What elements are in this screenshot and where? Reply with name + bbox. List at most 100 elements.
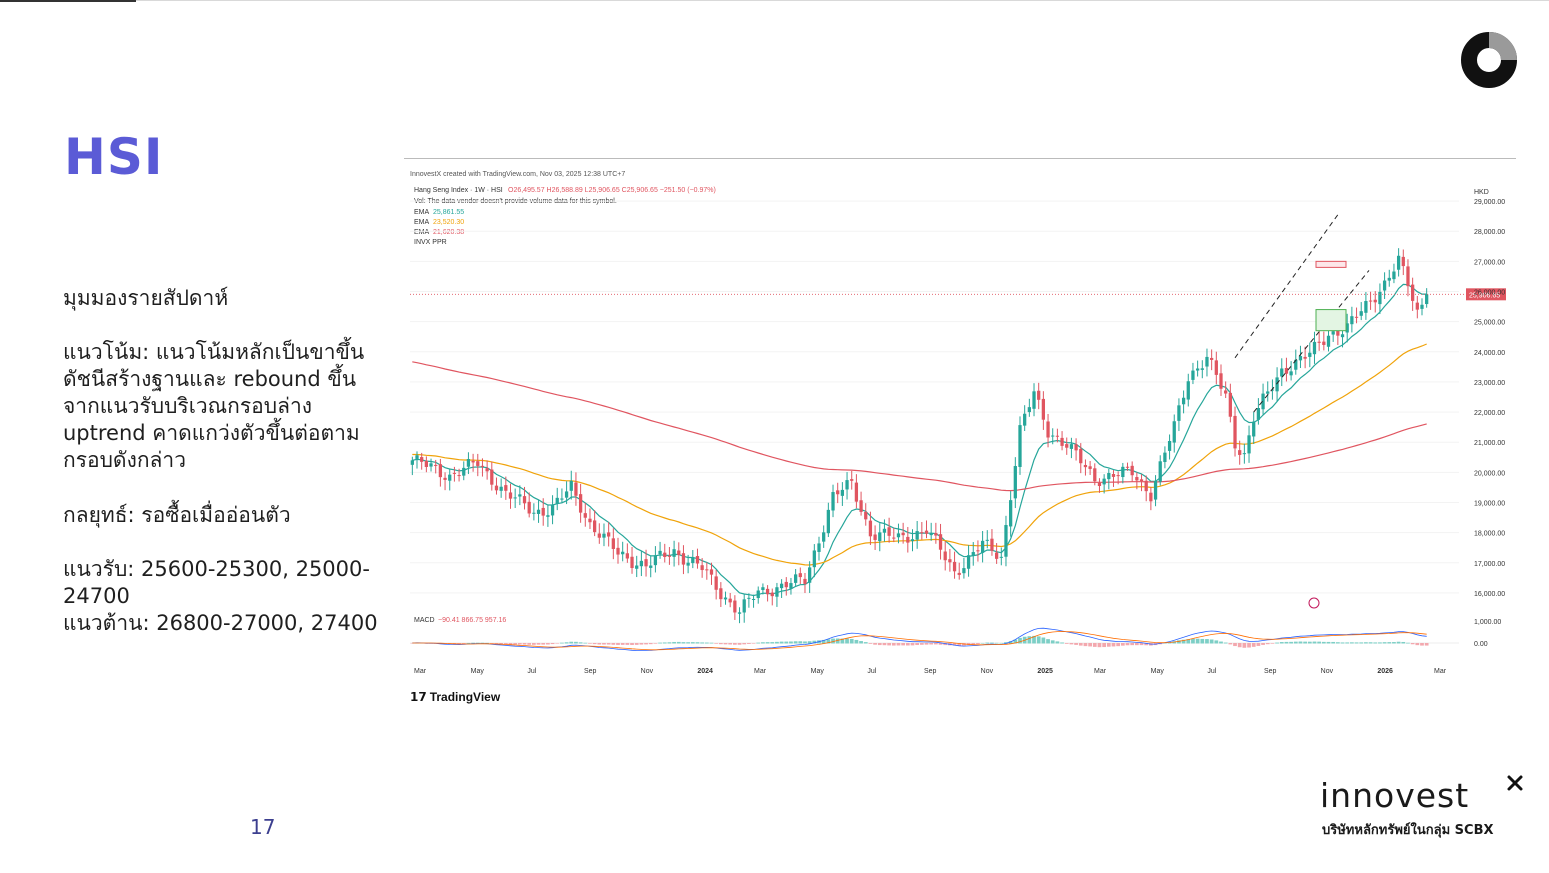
candle-body [518, 494, 522, 497]
macd-hist-bar [1200, 638, 1205, 644]
candle-body [1368, 300, 1373, 302]
macd-hist-bar [999, 642, 1004, 644]
y-tick-label: 26,000.00 [1474, 290, 1505, 297]
ema-2-label: EMA [414, 219, 430, 226]
page-title: HSI [64, 128, 164, 186]
candle-body [742, 599, 746, 613]
candle-body [1280, 368, 1284, 377]
candle-body [607, 532, 611, 537]
macd-hist-bar [1233, 643, 1237, 647]
macd-hist-bar [672, 641, 676, 644]
candle-body [817, 543, 821, 552]
candle-body [1153, 480, 1158, 500]
candle-body [1065, 444, 1069, 448]
macd-hist-bar [536, 643, 541, 645]
macd-hist-bar [1284, 641, 1289, 644]
candle-body [934, 533, 938, 536]
candle-body [1238, 450, 1242, 455]
candle-body [765, 588, 770, 595]
candle-body [1135, 477, 1139, 481]
macd-hist-bar [1027, 636, 1032, 644]
candle-body [611, 538, 615, 549]
macd-hist-bar [1186, 639, 1191, 644]
macd-hist-bar [709, 642, 714, 644]
macd-hist-bar [602, 643, 606, 645]
candle-body [1069, 444, 1074, 449]
y-tick-label: 27,000.00 [1474, 259, 1505, 266]
macd-hist-bar [1177, 640, 1181, 644]
candle-body [1396, 255, 1401, 270]
candle-body [990, 538, 994, 551]
macd-hist-bar [588, 643, 592, 644]
candle-body [1275, 377, 1279, 392]
macd-hist-bar [1144, 643, 1149, 646]
macd-hist-bar [770, 642, 775, 644]
strategy-paragraph: กลยุทธ์: รอซื้อเมื่ออ่อนตัว [63, 503, 291, 527]
macd-hist-bar [1265, 643, 1270, 645]
candle-body [775, 587, 779, 597]
candle-body [578, 494, 583, 513]
candle-body [639, 560, 644, 567]
macd-hist-bar [1064, 643, 1069, 644]
candle-body [1401, 256, 1405, 267]
candle-body [1018, 425, 1022, 467]
macd-hist-bar [1050, 640, 1055, 644]
candle-body [901, 532, 905, 536]
indicator-label: INVX PPR [414, 239, 447, 246]
candle-body [859, 500, 863, 512]
candle-body [677, 550, 681, 556]
y-tick-label: 20,000.00 [1474, 470, 1505, 477]
macd-hist-bar [789, 641, 793, 644]
macd-hist-bar [1163, 642, 1167, 644]
macd-hist-bar [868, 643, 873, 644]
candle-body [1158, 461, 1162, 482]
macd-hist-bar [1354, 642, 1359, 644]
macd-hist-bar [1088, 643, 1092, 647]
candle-body [1107, 473, 1111, 480]
macd-hist-bar [1289, 641, 1293, 644]
macd-hist-bar [1139, 643, 1144, 646]
candle-body [789, 583, 793, 589]
macd-hist-bar [877, 643, 882, 646]
x-tick-label: Mar [1434, 668, 1447, 675]
y-tick-label: 21,000.00 [1474, 440, 1505, 447]
ema-line-2 [412, 343, 1427, 566]
candle-body [770, 592, 774, 597]
candle-body [705, 569, 709, 571]
macd-hist-bar [952, 643, 957, 646]
candle-body [490, 469, 494, 485]
brand-logo: innovest บริษัทหลักทรัพย์ในกลุ่ม SCBX [1320, 775, 1530, 838]
macd-hist-bar [1340, 642, 1345, 644]
macd-hist-bar [630, 643, 634, 646]
macd-hist-bar [1055, 641, 1060, 644]
candle-body [733, 600, 737, 613]
macd-hist-bar [737, 643, 742, 645]
last-price-tag [1466, 288, 1506, 301]
macd-hist-bar [555, 643, 560, 644]
macd-hist-bar [1247, 643, 1251, 648]
macd-signal-line [412, 631, 1427, 651]
candle-body [952, 561, 957, 572]
candle-body [1051, 435, 1055, 437]
candle-body [887, 527, 891, 536]
candle-body [737, 612, 742, 614]
candle-body [864, 511, 868, 520]
candle-body [667, 555, 672, 557]
macd-hist-bar [803, 641, 807, 644]
candle-body [508, 492, 513, 499]
macd-hist-bar [592, 643, 597, 645]
candle-body [686, 562, 690, 566]
macd-hist-bar [1420, 643, 1424, 646]
macd-hist-bar [513, 643, 518, 645]
candle-body [1322, 341, 1326, 345]
candle-body [1312, 341, 1317, 355]
candle-body [1359, 311, 1363, 316]
candle-body [1415, 302, 1419, 310]
candle-body [1420, 304, 1424, 309]
candle-body [1261, 393, 1265, 410]
levels-paragraph: แนวรับ: 25600-25300, 25000- 24700 แนวต้า… [63, 557, 378, 635]
macd-hist-bar [1261, 643, 1265, 645]
candle-body [836, 490, 840, 495]
candle-body [1116, 475, 1120, 477]
macd-hist-bar [634, 643, 639, 645]
